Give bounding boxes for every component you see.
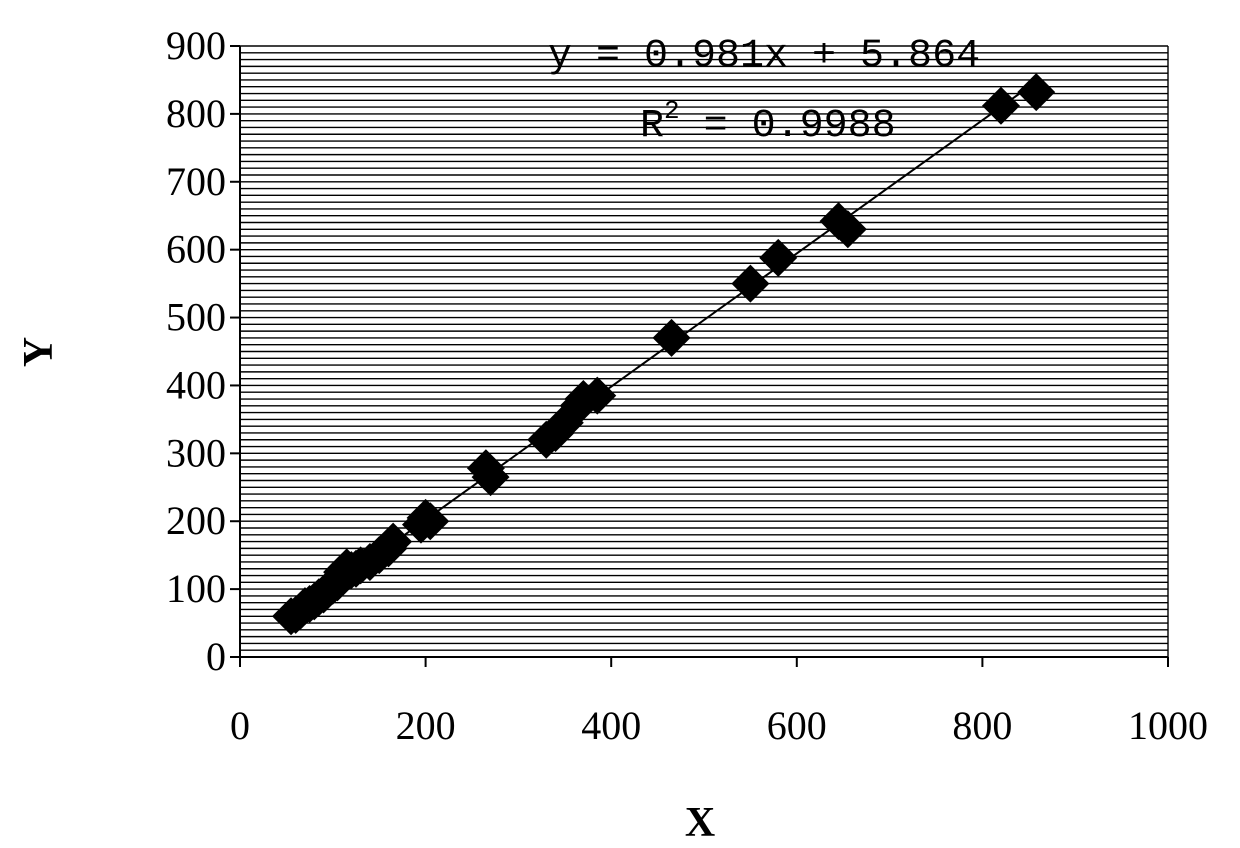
data-point <box>1017 73 1055 111</box>
y-tick-label: 100 <box>166 566 226 611</box>
r-squared-prefix: R <box>640 104 664 149</box>
y-axis-title: Y <box>16 337 62 367</box>
y-tick-label: 300 <box>166 430 226 475</box>
y-tick-label: 200 <box>166 498 226 543</box>
x-tick-label: 800 <box>952 703 1012 748</box>
data-point <box>759 239 797 277</box>
y-tick-label: 500 <box>166 295 226 340</box>
y-tick-label: 400 <box>166 362 226 407</box>
x-tick-label: 600 <box>767 703 827 748</box>
x-axis-title: X <box>685 800 715 846</box>
x-tick-label: 400 <box>581 703 641 748</box>
y-tick-label: 600 <box>166 227 226 272</box>
trendline-equation: y = 0.981x + 5.864 <box>548 34 980 79</box>
r-squared-value: = 0.9988 <box>680 104 896 149</box>
x-tick-label: 200 <box>396 703 456 748</box>
y-tick-label: 700 <box>166 159 226 204</box>
y-tick-label: 900 <box>166 23 226 68</box>
x-tick-label: 0 <box>230 703 250 748</box>
r-squared-exponent: 2 <box>664 96 680 126</box>
data-point <box>982 87 1020 125</box>
data-points <box>272 73 1055 635</box>
y-tick-label: 0 <box>206 634 226 679</box>
x-tick-label: 1000 <box>1128 703 1208 748</box>
y-tick-label: 800 <box>166 91 226 136</box>
